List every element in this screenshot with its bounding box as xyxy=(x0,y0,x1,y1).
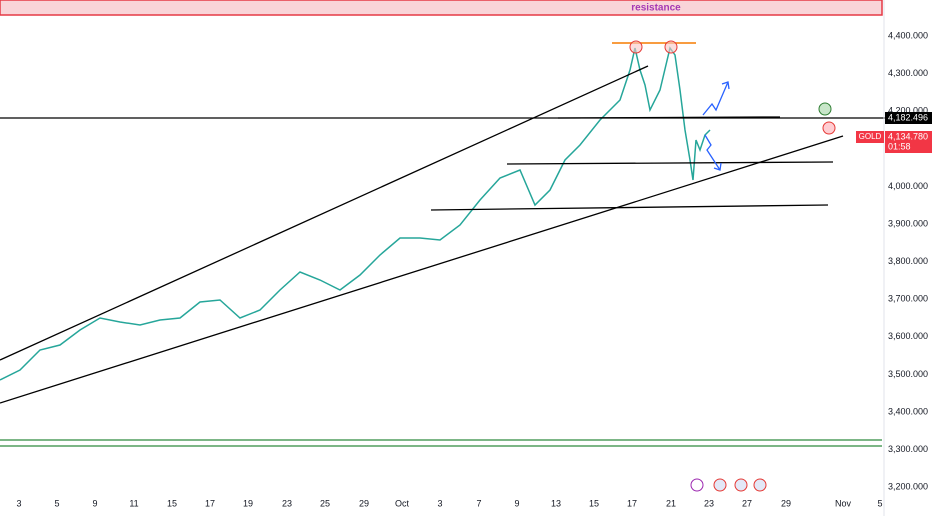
date-label: 27 xyxy=(742,498,752,508)
arrow-down xyxy=(704,134,721,171)
price-label: 4,300.000 xyxy=(888,68,928,78)
price-label: 4,200.000 xyxy=(888,106,928,116)
date-label: 15 xyxy=(589,498,599,508)
h-line xyxy=(557,116,781,119)
price-label: 3,700.000 xyxy=(888,294,928,304)
level-tag xyxy=(885,112,932,124)
date-label: 23 xyxy=(704,498,714,508)
price-label: 3,900.000 xyxy=(888,218,928,228)
date-label: 5 xyxy=(54,498,59,508)
date-label: 17 xyxy=(205,498,215,508)
event-icon[interactable] xyxy=(753,478,767,492)
zone-label: resistance xyxy=(631,3,681,14)
bear-marker xyxy=(822,121,836,135)
date-label: 9 xyxy=(514,498,519,508)
date-label: 11 xyxy=(129,498,138,508)
price-label: 3,400.000 xyxy=(888,406,928,416)
date-label: 3 xyxy=(437,498,442,508)
price-label: 3,500.000 xyxy=(888,369,928,379)
date-label: 29 xyxy=(359,498,369,508)
price-line xyxy=(0,46,711,381)
date-label: 29 xyxy=(781,498,791,508)
top-marker xyxy=(629,40,643,54)
bull-marker xyxy=(818,102,832,116)
date-label: 25 xyxy=(320,498,330,508)
date-label: 7 xyxy=(476,498,481,508)
symbol-name: GOLD xyxy=(859,132,882,141)
date-label: 21 xyxy=(666,498,676,508)
h-line xyxy=(506,161,834,165)
countdown: 01:58 xyxy=(888,141,911,151)
arrow-up xyxy=(702,81,729,116)
date-label: Oct xyxy=(395,498,410,508)
price-label: 3,800.000 xyxy=(888,256,928,266)
date-label: 23 xyxy=(282,498,292,508)
price-tag xyxy=(885,131,932,153)
event-icon[interactable] xyxy=(690,478,704,492)
date-label: 5 xyxy=(877,498,882,508)
date-label: 15 xyxy=(167,498,177,508)
event-icon[interactable] xyxy=(713,478,727,492)
price-label: 3,600.000 xyxy=(888,331,928,341)
arrow-head xyxy=(713,162,722,171)
level-label: 4,182.496 xyxy=(888,112,928,122)
price-label: 4,000.000 xyxy=(888,181,928,191)
price-label: 3,200.000 xyxy=(888,482,928,492)
date-label: 19 xyxy=(243,498,253,508)
h-line xyxy=(430,204,829,211)
resistance-zone xyxy=(0,0,883,16)
date-label: Nov xyxy=(835,498,852,508)
date-label: 17 xyxy=(627,498,637,508)
date-label: 9 xyxy=(92,498,97,508)
event-icon[interactable] xyxy=(734,478,748,492)
date-label: 13 xyxy=(551,498,561,508)
price: 4,134.780 xyxy=(888,131,928,141)
top-marker xyxy=(664,40,678,54)
channel-lower xyxy=(0,135,844,404)
symbol-tag xyxy=(856,131,884,143)
channel-upper xyxy=(0,65,649,361)
arrow-head xyxy=(721,81,730,90)
date-label: 3 xyxy=(16,498,21,508)
price-label: 4,400.000 xyxy=(888,30,928,40)
price-label: 3,300.000 xyxy=(888,444,928,454)
